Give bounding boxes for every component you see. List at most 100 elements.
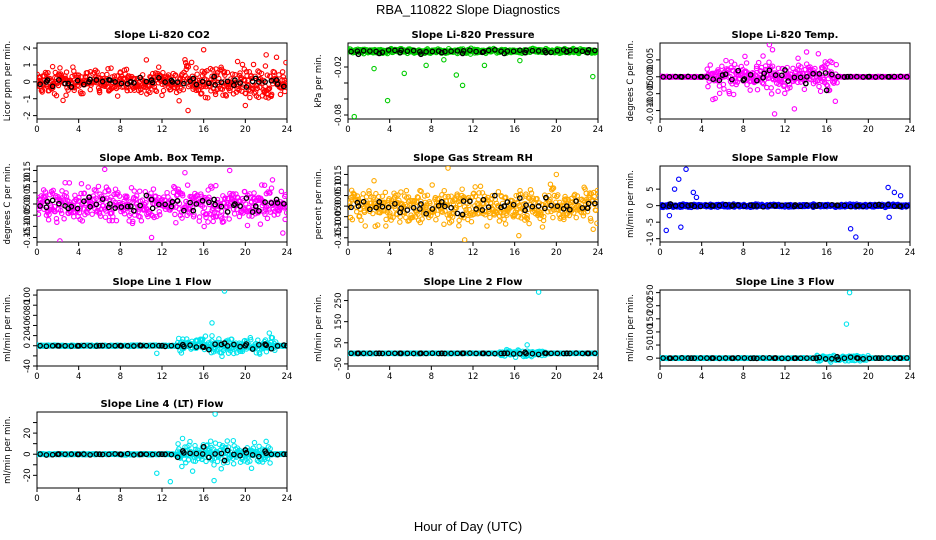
data-point [200,47,207,53]
mean-point [87,342,93,349]
data-point [594,190,598,197]
data-point [242,102,249,109]
mean-point [844,73,851,80]
data-point [744,81,750,88]
data-point [234,206,240,212]
data-point [165,72,172,78]
data-point [65,87,71,93]
mean-point [548,49,554,56]
data-point [375,193,382,200]
x-tick-label: 24 [905,372,916,382]
mean-point [504,48,511,54]
data-point [247,94,253,101]
data-point [280,230,286,236]
x-tick-label: 24 [282,372,293,382]
y-tick-label: 250 [646,285,656,301]
data-point [528,190,535,196]
data-point [165,194,171,200]
data-point [760,53,766,59]
mean-point [492,350,498,357]
mean-point [891,203,898,210]
data-point [53,215,60,222]
mean-point [872,202,879,209]
mean-point [885,73,891,80]
mean-point [666,203,673,210]
data-point [50,187,56,194]
data-point [393,192,399,199]
x-tick-label: 12 [157,125,168,135]
y-tick-label: 150 [646,311,656,327]
panel-title: Slope Line 3 Flow [736,277,835,288]
mean-point [479,49,486,56]
data-point [171,183,177,190]
data-point [731,61,738,68]
mean-point [252,75,259,82]
mean-point [410,204,417,211]
mean-point [779,72,785,79]
panel-title: Slope Li-820 Temp. [732,30,839,41]
panel-title: Slope Sample Flow [732,153,839,164]
mean-point [385,47,392,53]
x-tick-label: 16 [509,248,520,258]
data-point [49,63,56,70]
data-point [517,187,523,194]
mean-point [224,209,231,215]
data-point [766,43,773,48]
x-tick-label: 8 [429,248,434,258]
mean-point [704,74,710,80]
mean-point [710,202,716,209]
mean-point [750,203,757,209]
mean-point [373,350,379,357]
mean-point [829,201,835,208]
data-point [219,353,225,360]
y-tick-label: -0.02 [334,56,344,78]
mean-point [206,80,212,87]
mean-point [467,47,473,54]
data-point [282,191,287,198]
data-point [113,217,120,224]
data-point [766,59,772,66]
data-point [124,194,130,200]
mean-point [423,48,429,55]
x-tick-label: 4 [76,125,81,135]
mean-point [904,203,910,209]
data-point [276,72,282,78]
data-point [105,65,111,72]
x-tick-label: 8 [118,248,123,258]
x-tick-label: 8 [118,372,123,382]
mean-point [87,76,93,83]
mean-point [485,204,492,210]
mean-point [719,72,726,78]
mean-point [760,203,766,210]
data-point [66,180,73,186]
y-tick-label: 100 [23,287,33,303]
mean-point [735,202,741,209]
mean-point [467,198,473,205]
point-layer [348,45,598,119]
mean-point [679,202,685,209]
mean-point [691,74,698,80]
data-point [487,214,493,221]
x-tick-label: 0 [657,125,662,135]
y-tick-label: 0.10 [334,176,344,195]
mean-point [193,81,200,88]
y-tick-label: -0.15 [23,227,33,249]
x-tick-label: 16 [198,372,209,382]
data-point [180,86,187,93]
data-point [170,189,177,196]
mean-point [454,350,461,357]
data-point [550,214,556,221]
mean-point [560,47,567,53]
y-tick-label: 0.000 [646,65,656,89]
mean-point [504,350,511,357]
data-point [719,63,725,70]
data-point [61,215,67,222]
data-point [269,177,276,183]
mean-point [199,197,206,204]
data-point [106,217,113,224]
data-point [264,215,271,222]
data-point [143,200,149,206]
mean-point [585,47,592,53]
data-point [185,64,192,70]
mean-point [174,343,181,350]
